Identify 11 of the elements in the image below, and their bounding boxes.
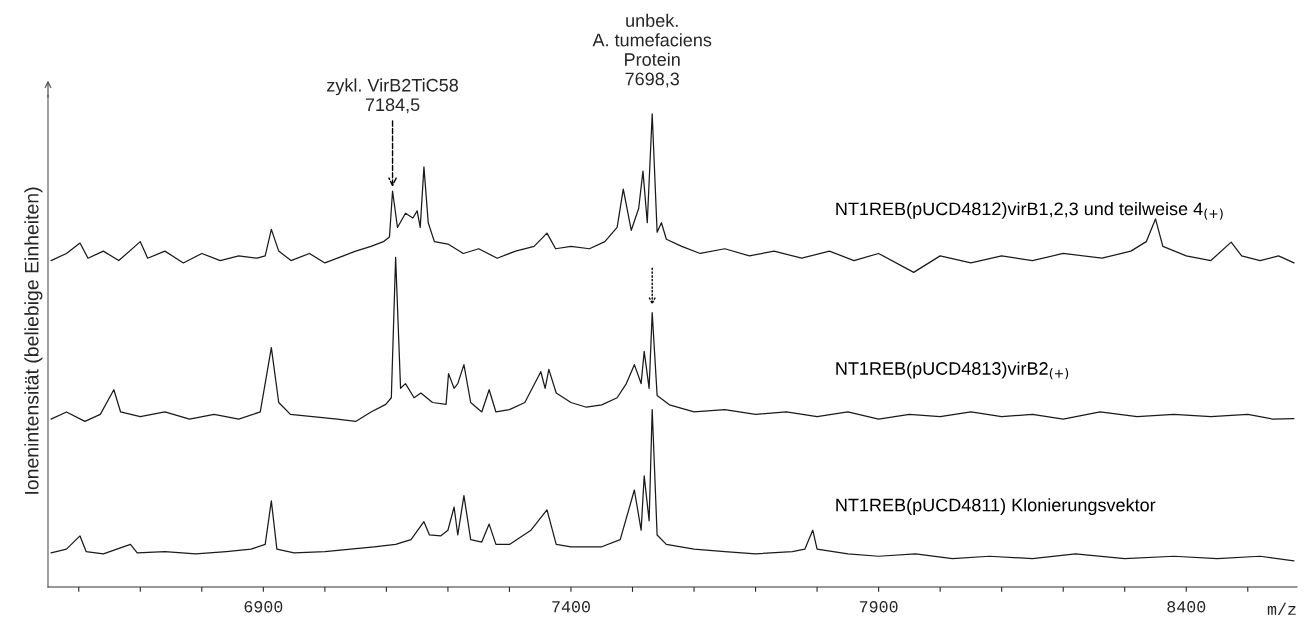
x-axis-title: m/z (1267, 602, 1296, 615)
annotation: zykl. VirB2TiC58 7184,5 (327, 78, 458, 114)
series-label: NT1REB(pUCD4812)virB1,2,3 und teilweise 4$_{(+)}$ (836, 201, 1223, 220)
x-tick-label: 7900 (859, 601, 898, 613)
x-tick-label: 6900 (244, 601, 283, 613)
series-label: NT1REB(pUCD4813)virB2$_{(+)}$ (836, 361, 1069, 380)
x-tick-label: 7400 (552, 601, 590, 613)
series-label: NT1REB(pUCD4811) Klonierungsvektor (836, 498, 1156, 515)
annotation: unbek. A. tumefaciens Protein 7698,3 (592, 13, 712, 88)
x-tick-label: 8400 (1167, 601, 1206, 613)
y-axis-title: Ionenintensität (beliebige Einheiten) (24, 187, 43, 494)
